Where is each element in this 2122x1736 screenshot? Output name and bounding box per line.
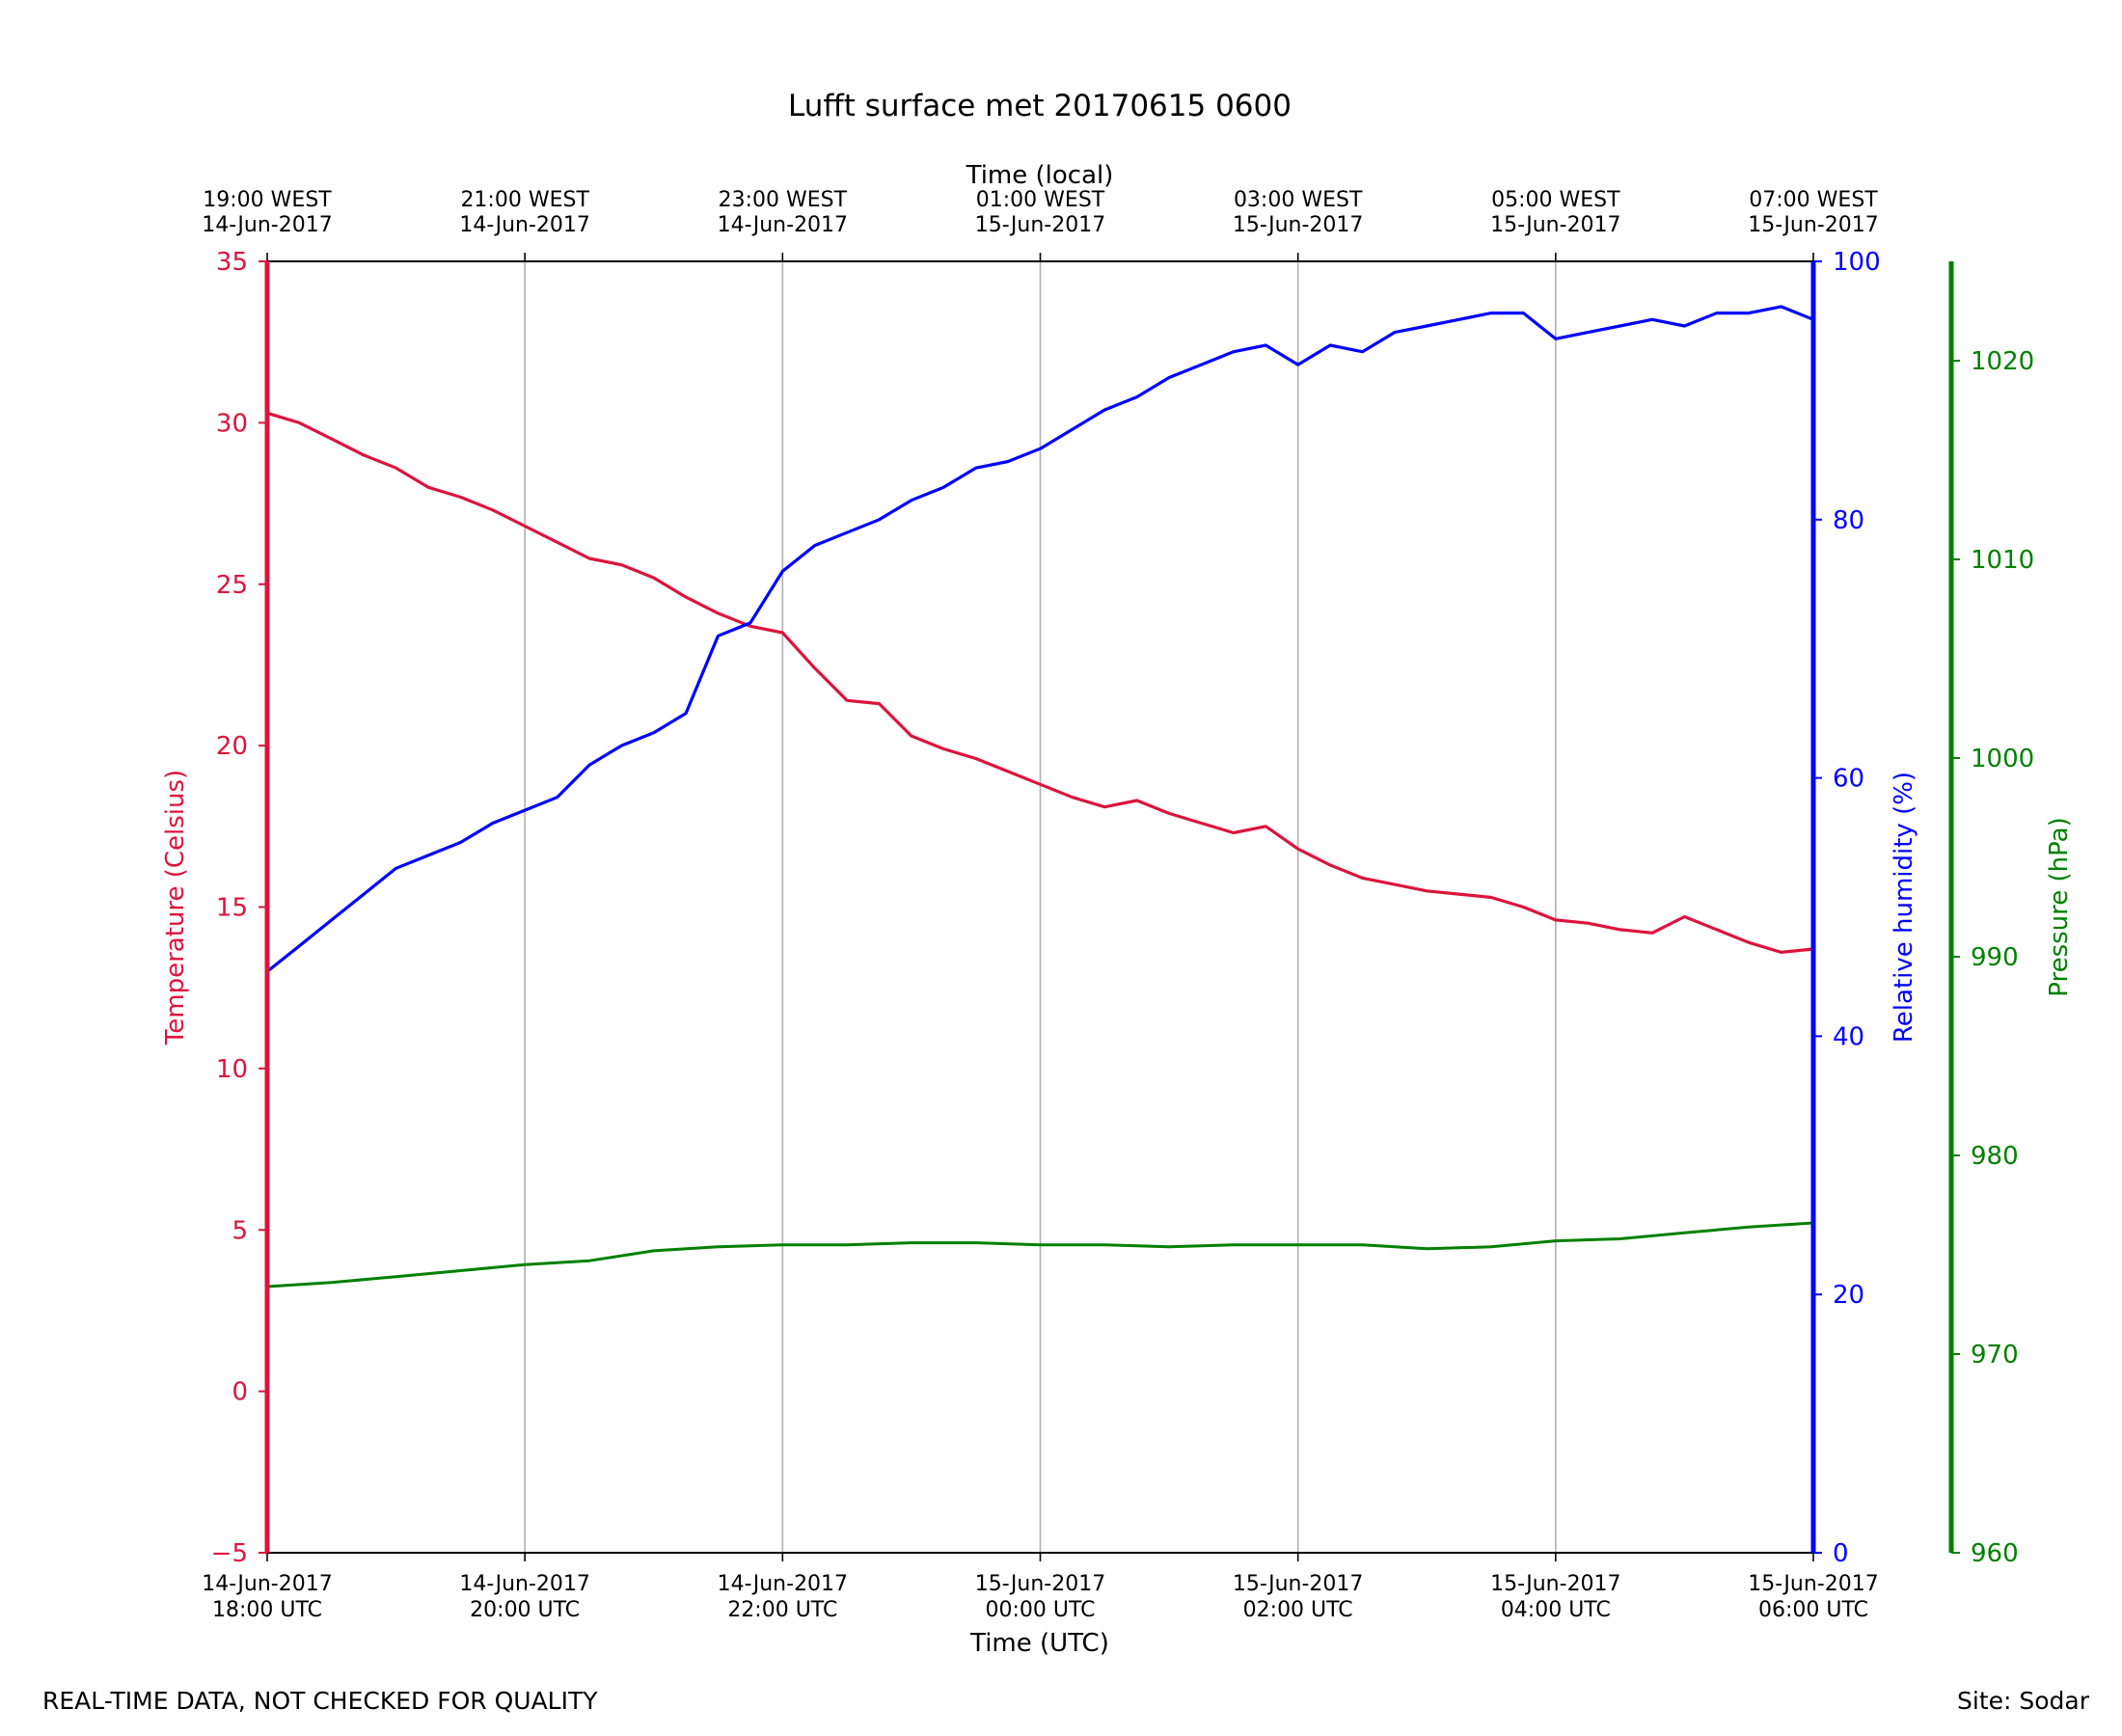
footer-site: Site: Sodar [1957, 1687, 2090, 1715]
x-tick-label: 18:00 UTC [212, 1598, 322, 1622]
temperature-tick-label: 0 [231, 1378, 248, 1407]
x-tick-label: 15-Jun-2017 [1233, 1572, 1363, 1596]
humidity-tick-label: 80 [1833, 506, 1864, 535]
humidity-tick-label: 40 [1833, 1022, 1864, 1051]
humidity-tick-label: 0 [1833, 1539, 1849, 1568]
humidity-axis-label: Relative humidity (%) [1890, 772, 1918, 1043]
temperature-tick-label: 35 [216, 248, 248, 277]
x-tick-label: 15-Jun-2017 [1490, 1572, 1620, 1596]
x2-tick-label: 14-Jun-2017 [202, 213, 332, 237]
pressure-tick-label: 1010 [1971, 546, 2034, 575]
temperature-tick-label: 15 [216, 894, 248, 923]
x2-tick-label: 07:00 WEST [1749, 188, 1878, 212]
temperature-tick-label: 10 [216, 1055, 248, 1084]
pressure-tick-label: 960 [1971, 1539, 2019, 1568]
pressure-axis-label: Pressure (hPa) [2045, 817, 2074, 997]
top-axis-label: Time (local) [966, 161, 1114, 190]
x-tick-label: 06:00 UTC [1758, 1598, 1868, 1622]
temperature-tick-label: 25 [216, 571, 248, 600]
x2-tick-label: 21:00 WEST [460, 188, 589, 212]
x-tick-label: 00:00 UTC [985, 1598, 1095, 1622]
x-tick-label: 22:00 UTC [727, 1598, 837, 1622]
x-tick-label: 14-Jun-2017 [459, 1572, 589, 1596]
pressure-line [265, 1221, 1815, 1288]
series-layer [265, 305, 1815, 1288]
humidity-tick-label: 100 [1833, 248, 1881, 277]
chart-title: Lufft surface met 20170615 0600 [788, 89, 1292, 123]
x2-tick-label: 15-Jun-2017 [1490, 213, 1620, 237]
footer-quality-note: REAL-TIME DATA, NOT CHECKED FOR QUALITY [42, 1687, 598, 1715]
humidity-line [265, 305, 1815, 974]
x2-tick-label: 15-Jun-2017 [975, 213, 1105, 237]
temperature-tick-label: −5 [211, 1539, 248, 1568]
pressure-tick-label: 1000 [1971, 745, 2034, 773]
temperature-tick-label: 30 [216, 409, 248, 438]
x2-tick-label: 05:00 WEST [1491, 188, 1620, 212]
x2-tick-label: 14-Jun-2017 [718, 213, 848, 237]
x-tick-label: 20:00 UTC [470, 1598, 580, 1622]
temperature-tick-label: 20 [216, 732, 248, 761]
x2-tick-label: 15-Jun-2017 [1748, 213, 1878, 237]
x-tick-label: 15-Jun-2017 [975, 1572, 1105, 1596]
x-tick-label: 14-Jun-2017 [718, 1572, 848, 1596]
x2-tick-label: 03:00 WEST [1234, 188, 1363, 212]
x2-tick-label: 14-Jun-2017 [459, 213, 589, 237]
pressure-tick-label: 990 [1971, 943, 2019, 972]
bottom-axis-label: Time (UTC) [969, 1629, 1109, 1658]
x2-tick-label: 19:00 WEST [203, 188, 332, 212]
grid [524, 261, 1557, 1553]
humidity-tick-label: 20 [1833, 1281, 1864, 1310]
temperature-line [265, 411, 1815, 955]
x-tick-label: 04:00 UTC [1501, 1598, 1611, 1622]
x-tick-label: 15-Jun-2017 [1748, 1572, 1878, 1596]
humidity-tick-label: 60 [1833, 765, 1864, 794]
pressure-tick-label: 980 [1971, 1142, 2019, 1171]
x2-tick-label: 15-Jun-2017 [1233, 213, 1363, 237]
temperature-tick-label: 5 [231, 1216, 248, 1245]
temperature-axis-label: Temperature (Celsius) [161, 770, 190, 1045]
pressure-tick-label: 970 [1971, 1341, 2019, 1370]
x-tick-label: 02:00 UTC [1243, 1598, 1353, 1622]
x2-tick-label: 01:00 WEST [976, 188, 1105, 212]
x2-tick-label: 23:00 WEST [719, 188, 848, 212]
pressure-tick-label: 1020 [1971, 347, 2034, 376]
x-tick-label: 14-Jun-2017 [202, 1572, 332, 1596]
